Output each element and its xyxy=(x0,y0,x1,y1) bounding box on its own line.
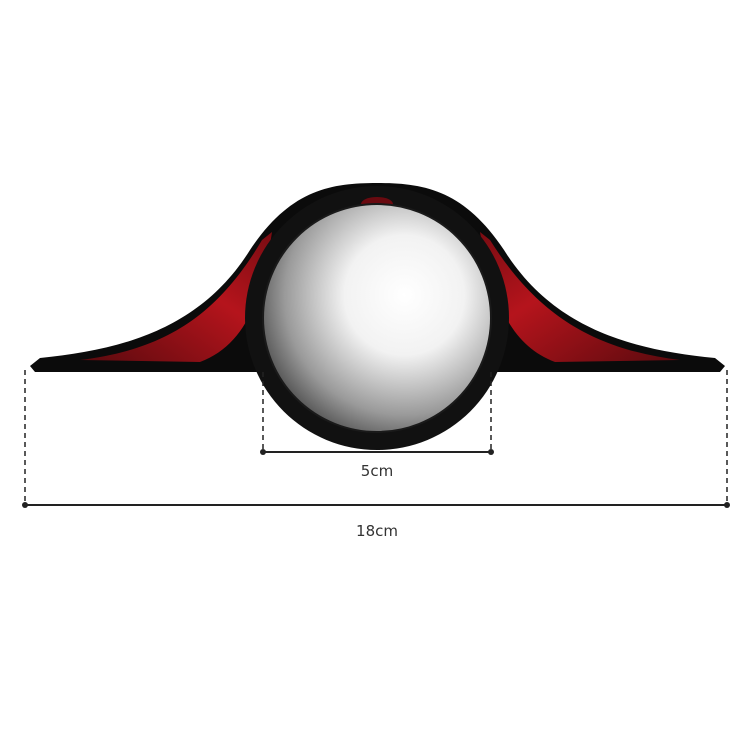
left-red-wing xyxy=(80,232,272,362)
inner-dim-endpoint xyxy=(488,449,494,455)
round-mirror xyxy=(262,203,492,433)
outer-dim-endpoint xyxy=(22,502,28,508)
inner-width-label: 5cm xyxy=(360,462,394,480)
total-width-label: 18cm xyxy=(356,522,398,540)
outer-dim-endpoint xyxy=(724,502,730,508)
inner-dim-endpoint xyxy=(260,449,266,455)
right-red-wing xyxy=(480,232,680,362)
